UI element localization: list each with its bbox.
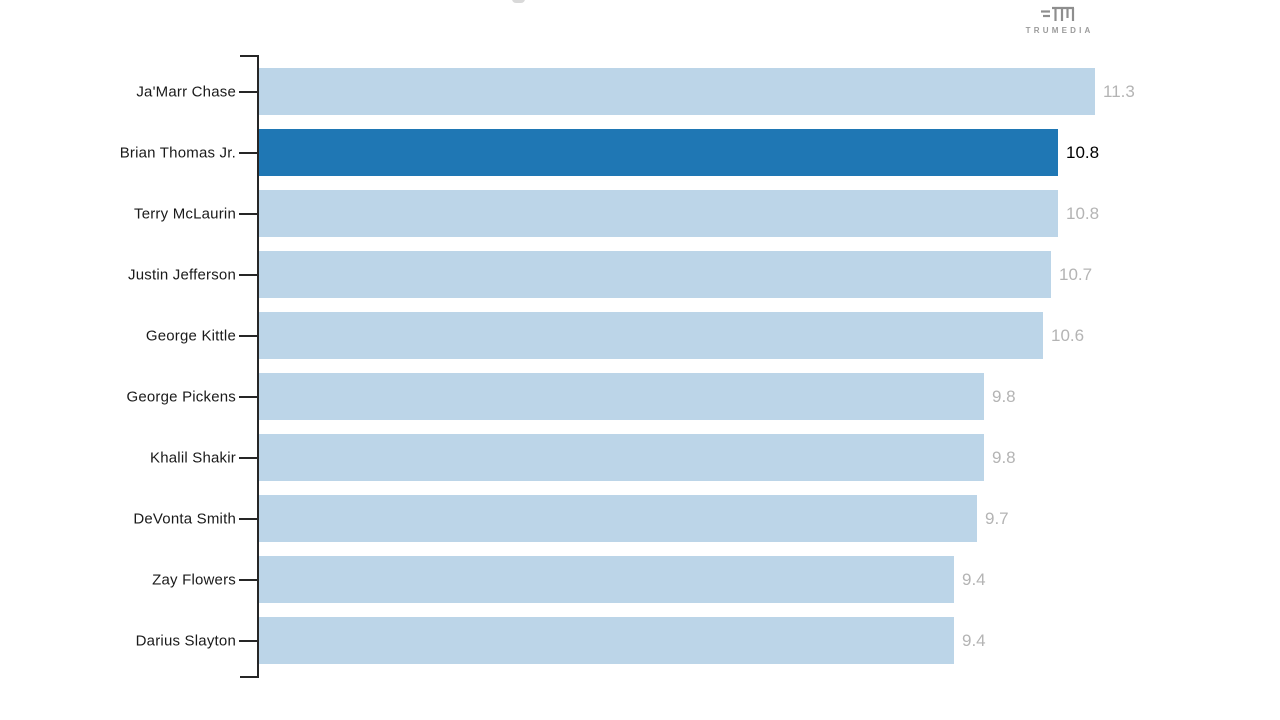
value-label: 9.8: [992, 447, 1016, 467]
value-label: 9.8: [992, 386, 1016, 406]
category-label: Justin Jefferson: [128, 266, 236, 283]
category-label: Zay Flowers: [152, 571, 236, 588]
axis-tick: [239, 578, 258, 581]
y-axis-top-cap: [240, 55, 259, 57]
bar: [259, 556, 954, 603]
bar: [259, 373, 984, 420]
category-label: George Kittle: [145, 327, 236, 344]
bar: [259, 312, 1043, 359]
bar-row: Ja'Marr Chase 11.3: [0, 68, 1280, 115]
axis-tick: [239, 639, 258, 642]
axis-tick: [239, 273, 258, 276]
bar-row: Zay Flowers 9.4: [0, 556, 1280, 603]
value-label: 10.8: [1066, 142, 1100, 162]
bar-highlighted: [259, 129, 1058, 176]
trumedia-logo: TRUMEDIA: [1018, 5, 1098, 35]
bar-row: Khalil Shakir 9.8: [0, 434, 1280, 481]
trumedia-tm-icon: [1041, 6, 1075, 21]
axis-tick: [239, 456, 258, 459]
value-label: 9.4: [962, 569, 986, 589]
value-label: 10.8: [1066, 203, 1100, 223]
bar: [259, 251, 1051, 298]
category-label: Darius Slayton: [135, 632, 236, 649]
axis-tick: [239, 212, 258, 215]
bar-row: Darius Slayton 9.4: [0, 617, 1280, 664]
category-label: Ja'Marr Chase: [136, 83, 236, 100]
y-axis-bottom-cap: [240, 676, 259, 678]
bar-row: Terry McLaurin 10.8: [0, 190, 1280, 237]
value-label: 9.4: [962, 630, 986, 650]
cropped-title-fragment: [512, 0, 525, 3]
bar: [259, 617, 954, 664]
bar-row: George Kittle 10.6: [0, 312, 1280, 359]
category-label: Terry McLaurin: [134, 205, 236, 222]
category-label: DeVonta Smith: [133, 510, 236, 527]
bar: [259, 495, 977, 542]
bar-row: Brian Thomas Jr. 10.8: [0, 129, 1280, 176]
bar: [259, 190, 1058, 237]
trumedia-wordmark: TRUMEDIA: [1025, 26, 1094, 35]
axis-tick: [239, 151, 258, 154]
category-label: George Pickens: [126, 388, 236, 405]
category-label: Brian Thomas Jr.: [119, 144, 236, 161]
value-label: 10.6: [1051, 325, 1085, 345]
axis-tick: [239, 90, 258, 93]
value-label: 9.7: [985, 508, 1009, 528]
category-label: Khalil Shakir: [150, 449, 236, 466]
bar: [259, 68, 1095, 115]
axis-tick: [239, 517, 258, 520]
bar-row: Justin Jefferson 10.7: [0, 251, 1280, 298]
value-label: 10.7: [1059, 264, 1093, 284]
axis-tick: [239, 334, 258, 337]
axis-tick: [239, 395, 258, 398]
y-axis-line: [257, 55, 259, 678]
bar-row: George Pickens 9.8: [0, 373, 1280, 420]
value-label: 11.3: [1103, 81, 1135, 101]
bar-row: DeVonta Smith 9.7: [0, 495, 1280, 542]
bar: [259, 434, 984, 481]
